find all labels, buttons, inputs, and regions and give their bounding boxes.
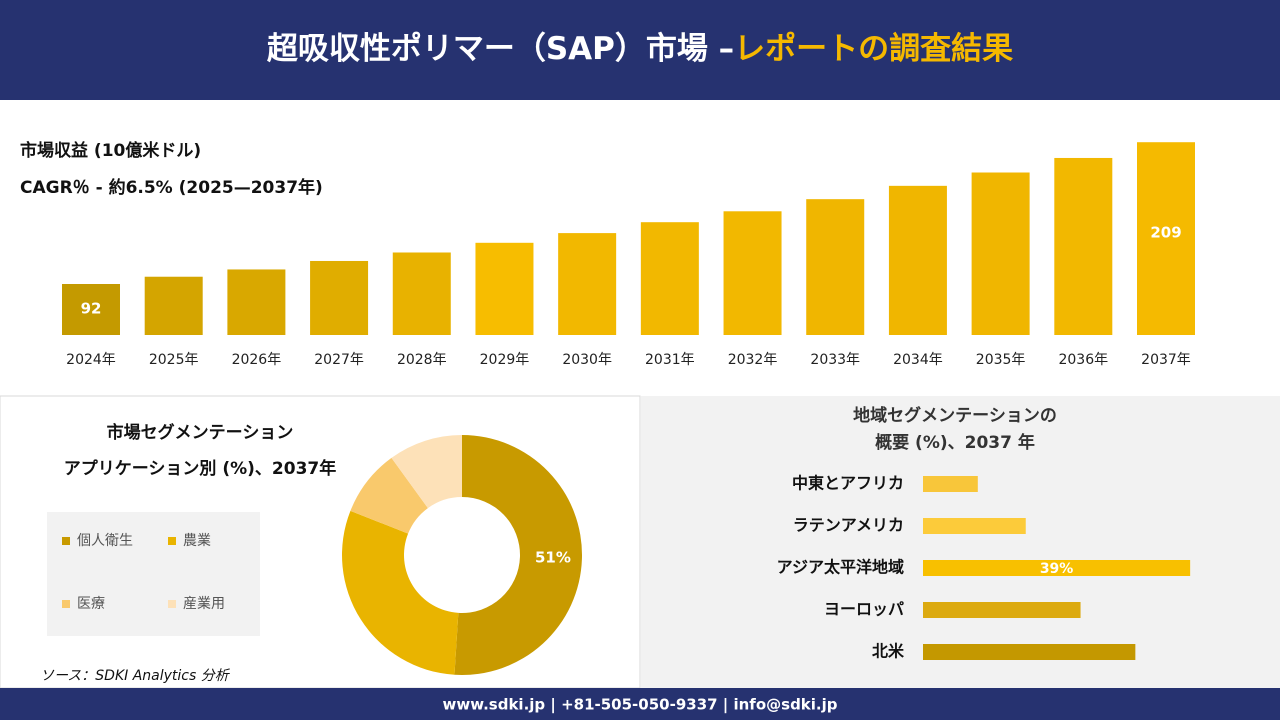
footer	[0, 688, 1280, 720]
x-tick-label: 2026年	[232, 352, 282, 368]
x-tick-label: 2025年	[149, 352, 199, 368]
hbar-title: 地域セグメンテーションの	[853, 405, 1057, 426]
bar	[144, 276, 203, 335]
data-label: 51%	[535, 548, 571, 566]
source: ソース：SDKI Analytics 分析	[40, 668, 231, 684]
legend-marker	[168, 600, 176, 608]
x-tick-label: 2028年	[397, 352, 447, 368]
x-tick-label: 2035年	[976, 352, 1026, 368]
donut-subtitle: アプリケーション別 (%)、2037年	[64, 458, 336, 479]
legend-label: 農業	[183, 533, 211, 549]
y-tick-label: アジア太平洋地域	[777, 558, 904, 577]
legend-box	[47, 512, 260, 636]
donut-slice	[454, 435, 583, 675]
x-tick-label: 2034年	[893, 352, 943, 368]
y-tick-label: 北米	[872, 642, 905, 661]
x-tick-label: 2030年	[562, 352, 612, 368]
legend-marker	[168, 537, 176, 545]
bar	[923, 602, 1081, 618]
bar	[923, 518, 1026, 534]
data-label: 92	[81, 300, 102, 318]
title-main: 超吸収性ポリマー（SAP）市場 –	[267, 31, 734, 67]
bar	[923, 476, 978, 492]
donut-slice	[391, 435, 462, 509]
bar-title: 市場収益 (10億米ドル)	[20, 140, 201, 161]
x-tick-label: 2024年	[66, 352, 116, 368]
x-tick-label: 2029年	[480, 352, 530, 368]
x-tick-label: 2031年	[645, 352, 695, 368]
bar	[971, 172, 1030, 335]
x-tick-label: 2032年	[728, 352, 778, 368]
bar	[640, 222, 699, 335]
title-highlight: レポートの調査結果	[734, 31, 1013, 67]
legend-marker	[62, 537, 70, 545]
bar	[62, 284, 120, 335]
legend-label: 産業用	[183, 596, 225, 612]
page-title: 超吸収性ポリマー（SAP）市場 –レポートの調査結果	[267, 31, 1013, 67]
header	[0, 0, 1280, 100]
x-tick-label: 2033年	[810, 352, 860, 368]
bar	[1054, 157, 1113, 335]
bar	[723, 211, 782, 335]
x-tick-label: 2027年	[314, 352, 364, 368]
bar	[888, 185, 947, 335]
bar	[392, 252, 451, 335]
bar	[227, 269, 286, 335]
legend-label: 医療	[77, 595, 105, 612]
bar	[475, 242, 534, 335]
y-tick-label: 中東とアフリカ	[792, 474, 904, 493]
bar	[923, 644, 1136, 660]
y-tick-label: ラテンアメリカ	[793, 516, 904, 535]
footer-contact: www.sdki.jp | +81-505-050-9337 | info@sd…	[442, 696, 837, 715]
bar	[806, 199, 865, 335]
bar-subtitle: CAGR％ - 約6.5% (2025—2037年)	[20, 177, 323, 198]
bar	[1137, 142, 1195, 335]
y-tick-label: ヨーロッパ	[824, 600, 904, 619]
donut-slice	[342, 510, 459, 675]
legend-label: 個人衛生	[77, 533, 133, 549]
legend-marker	[62, 600, 70, 608]
data-label: 39%	[1040, 561, 1074, 577]
bar	[923, 560, 1191, 576]
data-label: 209	[1150, 224, 1181, 242]
bar	[310, 260, 369, 335]
x-tick-label: 2036年	[1058, 352, 1108, 368]
donut-slice	[350, 457, 428, 534]
donut-title: 市場セグメンテーション	[107, 422, 294, 443]
hbar-subtitle: 概要 (%)、2037 年	[875, 432, 1035, 453]
right-panel	[641, 396, 1280, 688]
bar	[558, 233, 617, 335]
x-tick-label: 2037年	[1141, 352, 1191, 368]
